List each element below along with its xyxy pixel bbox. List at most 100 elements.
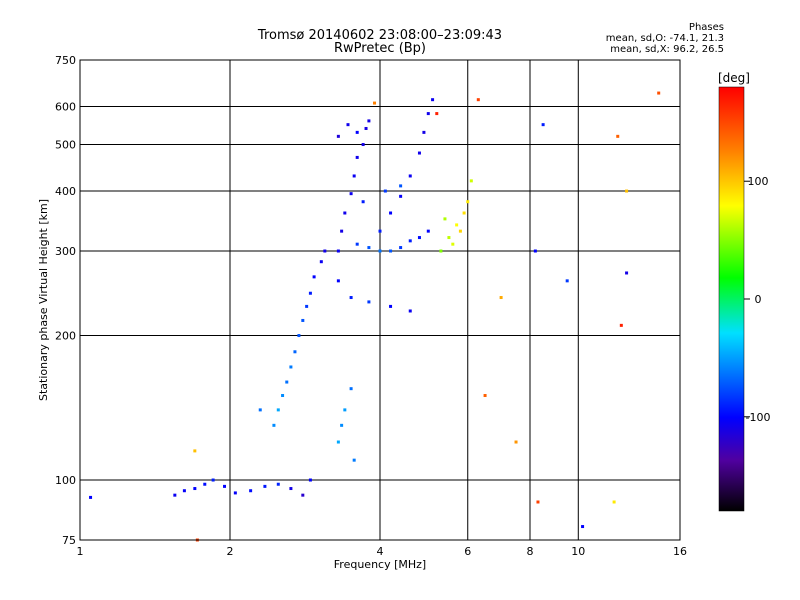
y-tick-label: 200: [55, 330, 76, 343]
data-point: [336, 134, 340, 138]
data-point: [193, 449, 197, 453]
y-tick-label: 75: [62, 534, 76, 547]
data-point: [352, 458, 356, 462]
data-point: [408, 309, 412, 313]
x-tick-label: 1: [77, 545, 84, 558]
data-point: [408, 174, 412, 178]
data-point: [541, 123, 545, 127]
data-point: [373, 101, 377, 105]
x-axis-label: Frequency [MHz]: [334, 558, 426, 571]
data-point: [367, 300, 371, 304]
data-point: [378, 229, 382, 233]
data-point: [349, 192, 353, 196]
data-point: [361, 200, 365, 204]
data-point: [455, 223, 459, 227]
data-point: [349, 296, 353, 300]
colorbar-ticks: 100 0 -100: [744, 175, 770, 424]
data-point: [499, 296, 503, 300]
data-point: [223, 484, 227, 488]
data-point: [466, 200, 470, 204]
data-point: [612, 500, 616, 504]
data-point: [293, 350, 297, 354]
colorbar-tick-label: -100: [746, 411, 771, 424]
data-point: [462, 211, 466, 215]
data-point: [426, 112, 430, 116]
x-tick-label: 2: [227, 545, 234, 558]
data-point: [233, 491, 237, 495]
y-tick-label: 750: [55, 54, 76, 67]
y-tick-label: 100: [55, 474, 76, 487]
data-point: [581, 525, 585, 529]
data-point: [343, 408, 347, 412]
y-axis-label: Stationary phase Virtual Height [km]: [37, 199, 50, 401]
data-point: [383, 189, 387, 193]
data-point: [343, 211, 347, 215]
data-point: [657, 91, 661, 95]
data-point: [355, 130, 359, 134]
data-point: [367, 246, 371, 250]
data-point: [301, 318, 305, 322]
data-point: [336, 249, 340, 253]
data-point: [367, 119, 371, 123]
data-point: [340, 229, 344, 233]
data-point: [417, 236, 421, 240]
data-point: [249, 489, 253, 493]
data-point: [616, 134, 620, 138]
data-point: [276, 482, 280, 486]
data-point: [364, 126, 368, 130]
data-point: [451, 242, 455, 246]
data-point: [297, 334, 301, 338]
data-point: [211, 478, 215, 482]
data-point: [536, 500, 540, 504]
data-point: [89, 495, 93, 499]
colorbar: [718, 86, 745, 512]
data-point: [625, 189, 629, 193]
x-tick-label: 4: [377, 545, 384, 558]
x-tick-label: 6: [464, 545, 471, 558]
axis-ticks: 1 2 4 6 8 10 16 75 100 200 300 400 500 600 750: [55, 54, 687, 558]
data-point: [483, 394, 487, 398]
data-point: [458, 229, 462, 233]
data-point: [399, 194, 403, 198]
data-point: [399, 246, 403, 250]
data-point: [443, 217, 447, 221]
data-point: [312, 275, 316, 279]
data-point: [301, 493, 305, 497]
data-point: [182, 489, 186, 493]
colorbar-tick-label: 100: [748, 175, 769, 188]
data-point: [533, 249, 537, 253]
data-point: [289, 365, 293, 369]
data-point: [408, 239, 412, 243]
chart-subtitle: RwPretec (Bp): [333, 41, 427, 56]
colorbar-tick-label: 0: [755, 293, 762, 306]
data-point: [426, 229, 430, 233]
data-point: [389, 249, 393, 253]
data-point: [625, 271, 629, 275]
colorbar-label: [deg]: [718, 71, 750, 85]
data-point: [378, 249, 382, 253]
data-point: [435, 112, 439, 116]
data-point: [272, 423, 276, 427]
data-point: [417, 151, 421, 155]
data-point: [323, 249, 327, 253]
data-point: [439, 249, 443, 253]
data-point: [276, 408, 280, 412]
chart-title: Tromsø 20140602 23:08:00–23:09:43: [257, 28, 503, 43]
data-point: [431, 98, 435, 102]
data-point: [361, 143, 365, 147]
x-tick-label: 10: [571, 545, 585, 558]
data-point: [173, 493, 177, 497]
data-point: [285, 380, 289, 384]
data-point: [289, 487, 293, 491]
phases-heading: Phases: [688, 22, 724, 33]
data-point: [476, 98, 480, 102]
plot-frame: [79, 59, 681, 541]
data-point: [389, 211, 393, 215]
data-point: [203, 482, 207, 486]
data-point: [263, 484, 267, 488]
data-point: [346, 123, 350, 127]
data-point: [308, 291, 312, 295]
data-point: [308, 478, 312, 482]
data-point: [305, 304, 309, 308]
